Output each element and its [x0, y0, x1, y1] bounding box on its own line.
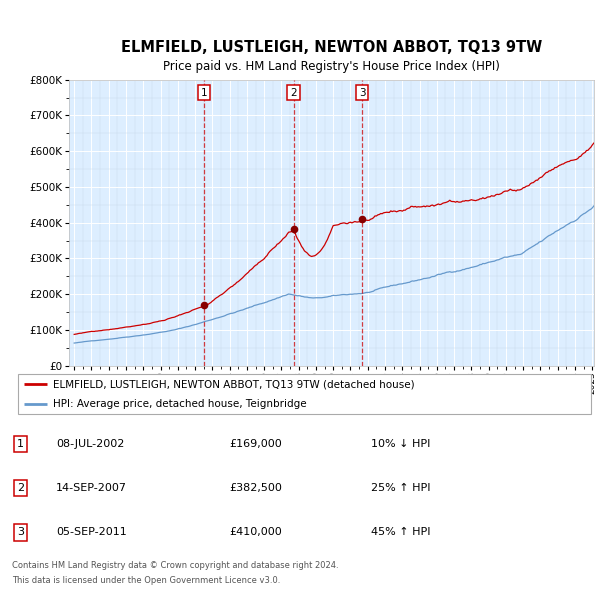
Text: 1: 1	[17, 439, 24, 448]
Text: ELMFIELD, LUSTLEIGH, NEWTON ABBOT, TQ13 9TW: ELMFIELD, LUSTLEIGH, NEWTON ABBOT, TQ13 …	[121, 40, 542, 55]
Text: 14-SEP-2007: 14-SEP-2007	[56, 483, 127, 493]
Text: 25% ↑ HPI: 25% ↑ HPI	[371, 483, 430, 493]
Text: ELMFIELD, LUSTLEIGH, NEWTON ABBOT, TQ13 9TW (detached house): ELMFIELD, LUSTLEIGH, NEWTON ABBOT, TQ13 …	[53, 379, 414, 389]
Text: 3: 3	[17, 527, 24, 537]
Text: Contains HM Land Registry data © Crown copyright and database right 2024.: Contains HM Land Registry data © Crown c…	[12, 562, 338, 571]
Text: This data is licensed under the Open Government Licence v3.0.: This data is licensed under the Open Gov…	[12, 576, 280, 585]
Text: £382,500: £382,500	[229, 483, 283, 493]
Text: 08-JUL-2002: 08-JUL-2002	[56, 439, 124, 448]
Text: HPI: Average price, detached house, Teignbridge: HPI: Average price, detached house, Teig…	[53, 399, 306, 408]
FancyBboxPatch shape	[18, 374, 591, 414]
Text: £410,000: £410,000	[229, 527, 282, 537]
Text: 1: 1	[201, 87, 208, 97]
Text: 2: 2	[290, 87, 297, 97]
Text: 05-SEP-2011: 05-SEP-2011	[56, 527, 127, 537]
Text: 2: 2	[17, 483, 24, 493]
Text: 3: 3	[359, 87, 365, 97]
Text: 10% ↓ HPI: 10% ↓ HPI	[371, 439, 430, 448]
Text: £169,000: £169,000	[229, 439, 282, 448]
Text: Price paid vs. HM Land Registry's House Price Index (HPI): Price paid vs. HM Land Registry's House …	[163, 60, 500, 73]
Text: 45% ↑ HPI: 45% ↑ HPI	[371, 527, 430, 537]
